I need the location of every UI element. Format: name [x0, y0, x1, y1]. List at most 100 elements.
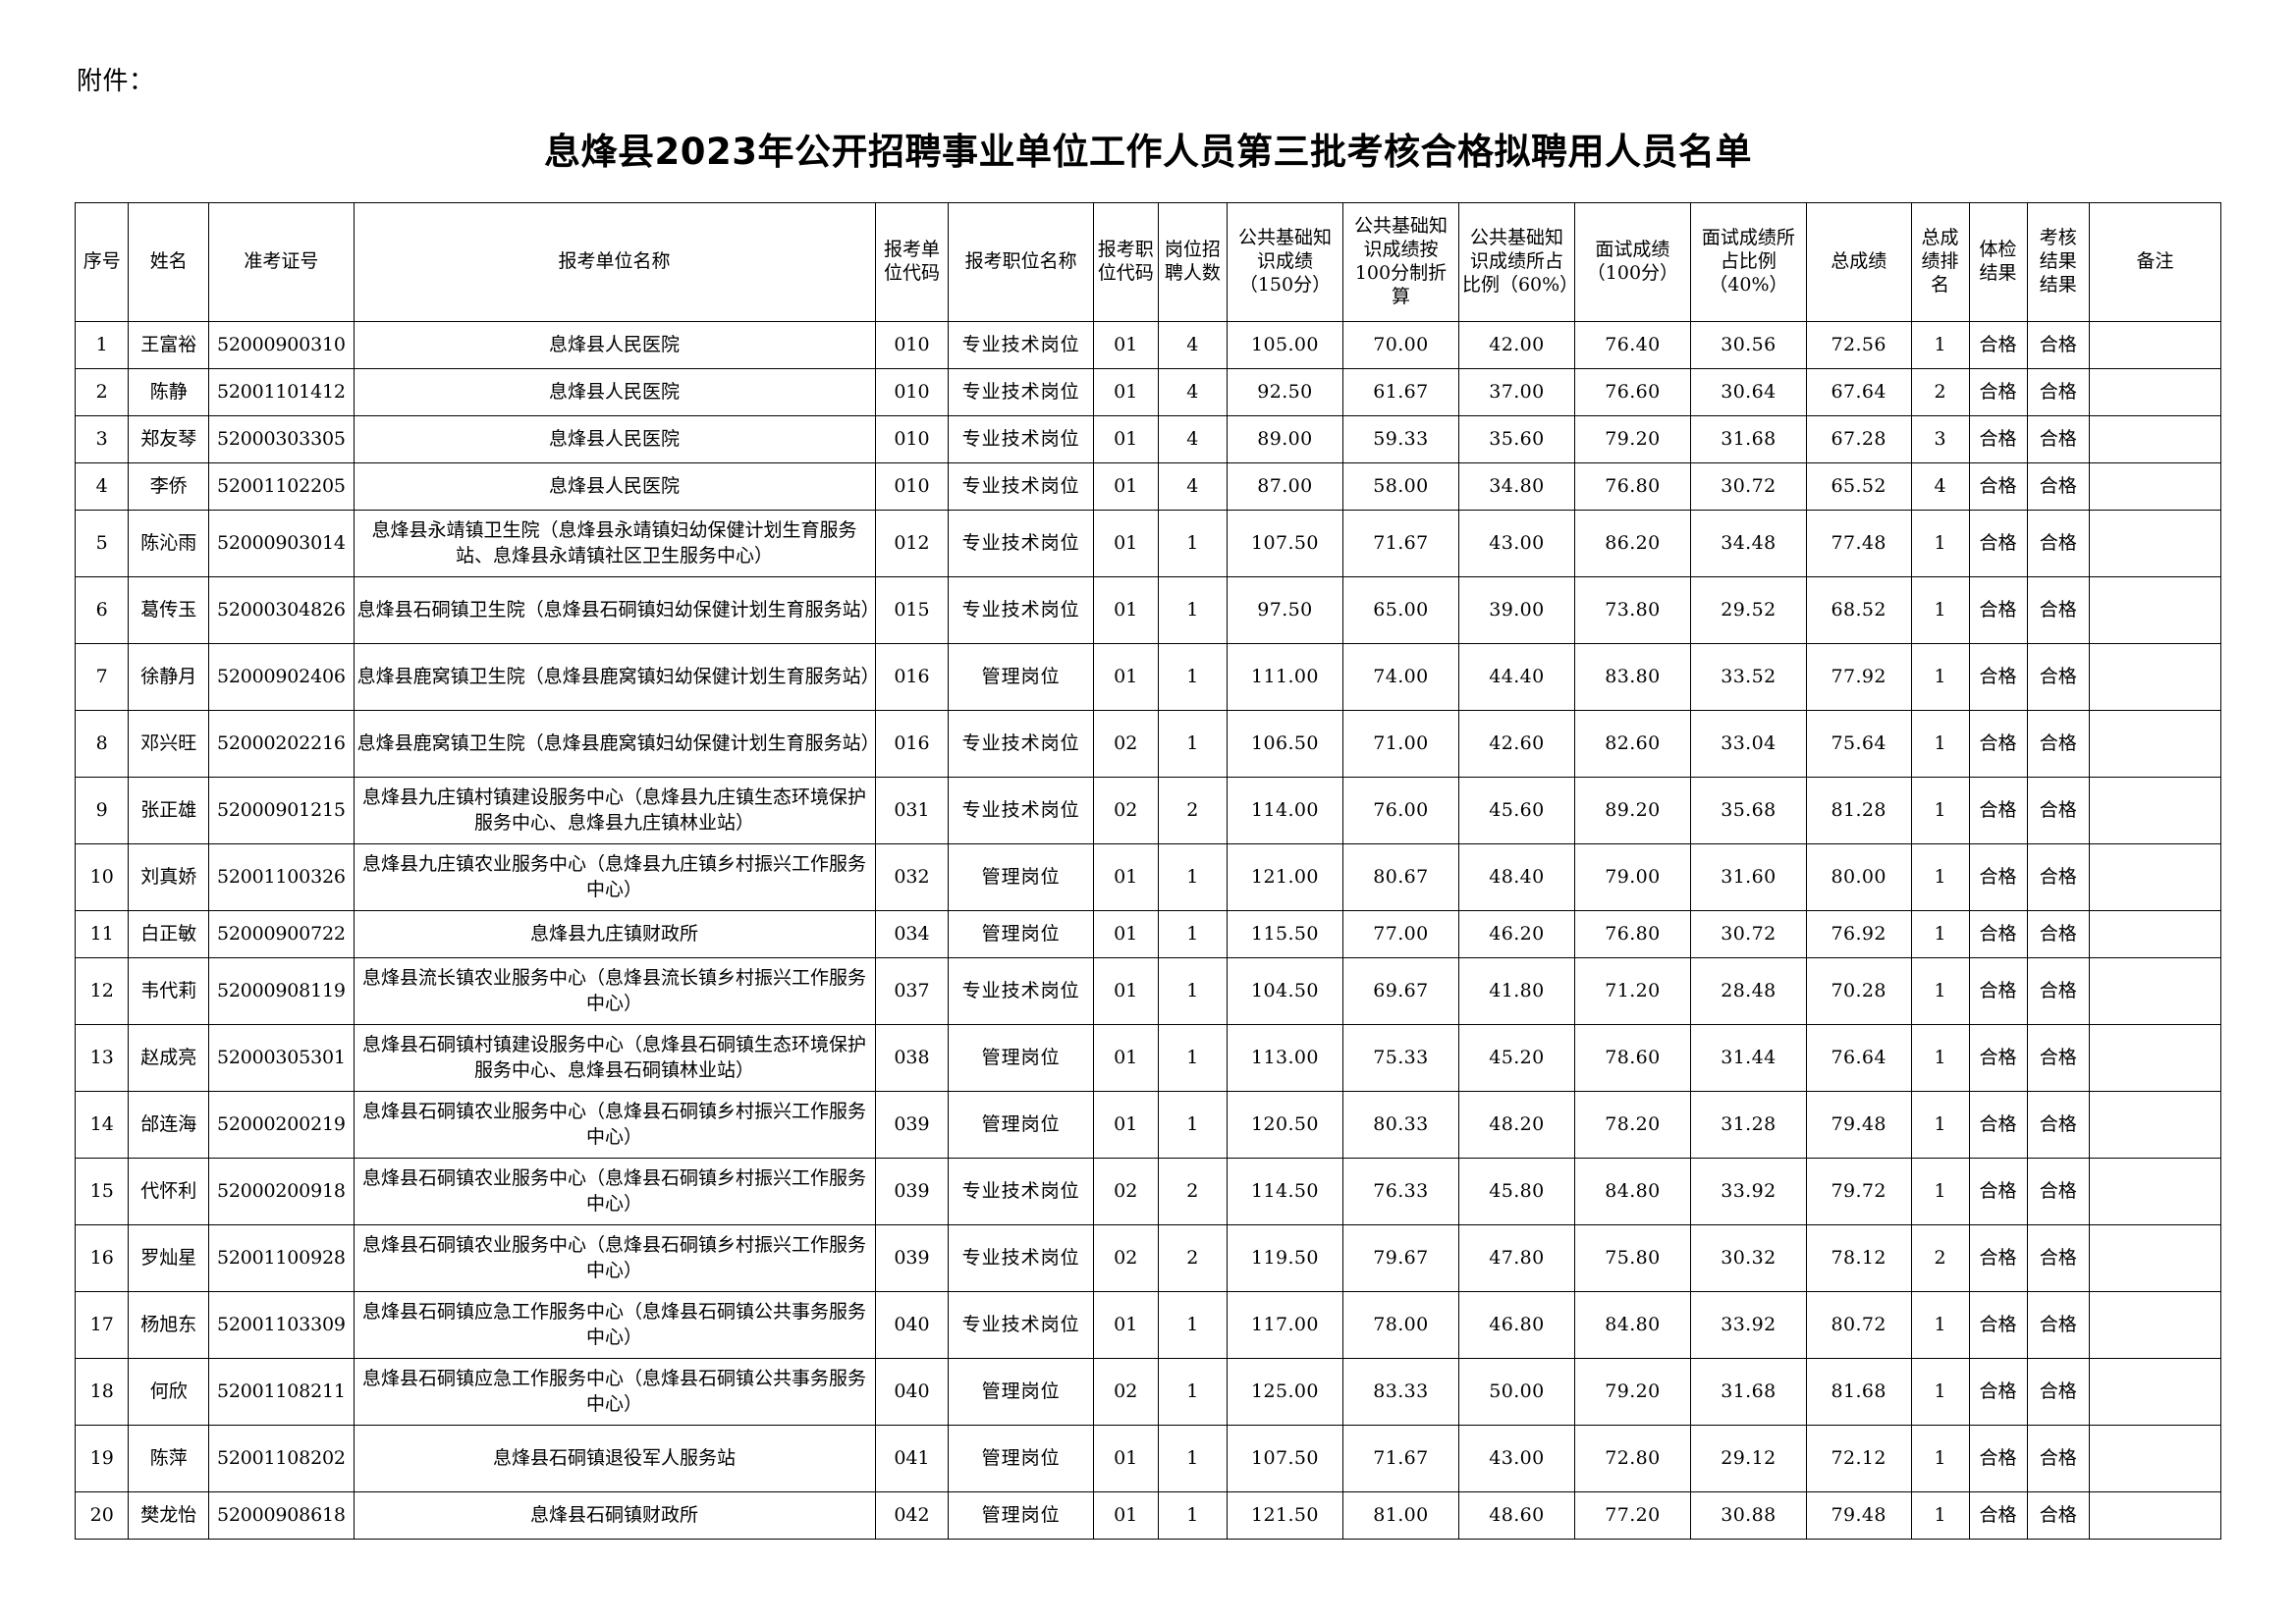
cell-remark — [2089, 1425, 2221, 1492]
header-total-score: 总成绩 — [1805, 202, 1912, 322]
cell-job-name: 管理岗位 — [948, 1425, 1094, 1492]
cell-written-score-60: 46.80 — [1457, 1291, 1575, 1359]
cell-written-score-100: 83.33 — [1341, 1358, 1459, 1426]
cell-written-score-100: 70.00 — [1341, 321, 1459, 369]
cell-remark — [2089, 910, 2221, 958]
cell-unit-code: 039 — [874, 1091, 950, 1159]
cell-written-score-60: 39.00 — [1457, 576, 1575, 644]
table-row: 1 王富裕 52000900310 息烽县人民医院 010 专业技术岗位 01 4 105.00… — [74, 321, 2221, 369]
cell-written-score: 87.00 — [1226, 462, 1343, 511]
cell-assessment-result: 合格 — [2026, 843, 2091, 911]
cell-ticket-number: 52001101412 — [208, 368, 355, 416]
cell-total-score: 70.28 — [1805, 957, 1912, 1025]
cell-ticket-number: 52000202216 — [208, 710, 355, 778]
cell-name: 陈萍 — [128, 1425, 210, 1492]
cell-job-name: 专业技术岗位 — [948, 1291, 1094, 1359]
cell-unit-code: 010 — [874, 321, 950, 369]
cell-written-score: 125.00 — [1226, 1358, 1343, 1426]
table-row: 17 杨旭东 52001103309 息烽县石硐镇应急工作服务中心（息烽县石硐镇公共事… — [74, 1291, 2221, 1359]
cell-job-code: 01 — [1092, 576, 1159, 644]
cell-written-score: 114.00 — [1226, 777, 1343, 844]
cell-remark — [2089, 1224, 2221, 1292]
cell-written-score: 104.50 — [1226, 957, 1343, 1025]
cell-physical-result: 合格 — [1968, 843, 2028, 911]
cell-index: 4 — [74, 462, 130, 511]
cell-remark — [2089, 462, 2221, 511]
cell-unit-name: 息烽县石硐镇应急工作服务中心（息烽县石硐镇公共事务服务中心） — [353, 1358, 876, 1426]
cell-job-name: 管理岗位 — [948, 843, 1094, 911]
cell-interview-score: 76.80 — [1573, 910, 1691, 958]
table-header-row: 序号 姓名 准考证号 报考单位名称 报考单位代码 报考职位名称 报考职位代码 岗… — [74, 202, 2221, 322]
cell-job-code: 01 — [1092, 643, 1159, 711]
cell-physical-result: 合格 — [1968, 777, 2028, 844]
cell-written-score-60: 45.80 — [1457, 1158, 1575, 1225]
cell-headcount: 1 — [1157, 1425, 1228, 1492]
cell-headcount: 1 — [1157, 576, 1228, 644]
cell-job-name: 专业技术岗位 — [948, 462, 1094, 511]
cell-written-score-100: 75.33 — [1341, 1024, 1459, 1092]
cell-index: 10 — [74, 843, 130, 911]
header-assessment-result: 考核结果结果 — [2026, 202, 2091, 322]
cell-ticket-number: 52001100928 — [208, 1224, 355, 1292]
cell-unit-code: 040 — [874, 1358, 950, 1426]
cell-written-score: 113.00 — [1226, 1024, 1343, 1092]
cell-remark — [2089, 777, 2221, 844]
cell-job-name: 专业技术岗位 — [948, 1158, 1094, 1225]
cell-job-name: 管理岗位 — [948, 1491, 1094, 1540]
cell-written-score-100: 65.00 — [1341, 576, 1459, 644]
cell-unit-name: 息烽县流长镇农业服务中心（息烽县流长镇乡村振兴工作服务中心） — [353, 957, 876, 1025]
cell-job-code: 01 — [1092, 1291, 1159, 1359]
header-job-code: 报考职位代码 — [1092, 202, 1159, 322]
cell-remark — [2089, 957, 2221, 1025]
cell-index: 18 — [74, 1358, 130, 1426]
cell-ticket-number: 52001108202 — [208, 1425, 355, 1492]
cell-unit-code: 010 — [874, 415, 950, 463]
cell-unit-name: 息烽县石硐镇农业服务中心（息烽县石硐镇乡村振兴工作服务中心） — [353, 1224, 876, 1292]
cell-written-score-100: 77.00 — [1341, 910, 1459, 958]
cell-headcount: 1 — [1157, 1491, 1228, 1540]
cell-unit-code: 015 — [874, 576, 950, 644]
cell-job-code: 02 — [1092, 1158, 1159, 1225]
cell-interview-score: 76.60 — [1573, 368, 1691, 416]
cell-headcount: 1 — [1157, 1091, 1228, 1159]
cell-written-score-100: 74.00 — [1341, 643, 1459, 711]
cell-remark — [2089, 1491, 2221, 1540]
cell-unit-code: 039 — [874, 1158, 950, 1225]
cell-physical-result: 合格 — [1968, 643, 2028, 711]
cell-interview-score-40: 31.68 — [1689, 415, 1807, 463]
cell-written-score: 106.50 — [1226, 710, 1343, 778]
cell-remark — [2089, 368, 2221, 416]
cell-physical-result: 合格 — [1968, 415, 2028, 463]
cell-written-score-100: 58.00 — [1341, 462, 1459, 511]
cell-total-rank: 1 — [1910, 710, 1970, 778]
cell-physical-result: 合格 — [1968, 1425, 2028, 1492]
cell-name: 王富裕 — [128, 321, 210, 369]
header-job-name: 报考职位名称 — [948, 202, 1094, 322]
cell-interview-score: 72.80 — [1573, 1425, 1691, 1492]
cell-headcount: 1 — [1157, 643, 1228, 711]
cell-job-code: 01 — [1092, 415, 1159, 463]
cell-assessment-result: 合格 — [2026, 576, 2091, 644]
cell-ticket-number: 52000200219 — [208, 1091, 355, 1159]
cell-unit-code: 034 — [874, 910, 950, 958]
cell-headcount: 4 — [1157, 462, 1228, 511]
cell-job-code: 01 — [1092, 510, 1159, 577]
cell-written-score-60: 48.20 — [1457, 1091, 1575, 1159]
cell-headcount: 1 — [1157, 1358, 1228, 1426]
cell-unit-code: 042 — [874, 1491, 950, 1540]
cell-total-rank: 1 — [1910, 643, 1970, 711]
cell-interview-score: 76.40 — [1573, 321, 1691, 369]
cell-unit-code: 012 — [874, 510, 950, 577]
cell-remark — [2089, 415, 2221, 463]
cell-interview-score: 89.20 — [1573, 777, 1691, 844]
header-headcount: 岗位招聘人数 — [1157, 202, 1228, 322]
table-row: 13 赵成亮 52000305301 息烽县石硐镇村镇建设服务中心（息烽县石硐镇生态环… — [74, 1024, 2221, 1092]
cell-physical-result: 合格 — [1968, 710, 2028, 778]
cell-written-score-60: 43.00 — [1457, 510, 1575, 577]
cell-written-score: 107.50 — [1226, 1425, 1343, 1492]
cell-written-score-100: 71.00 — [1341, 710, 1459, 778]
cell-interview-score-40: 30.64 — [1689, 368, 1807, 416]
cell-name: 邓兴旺 — [128, 710, 210, 778]
cell-job-name: 专业技术岗位 — [948, 957, 1094, 1025]
cell-written-score: 119.50 — [1226, 1224, 1343, 1292]
